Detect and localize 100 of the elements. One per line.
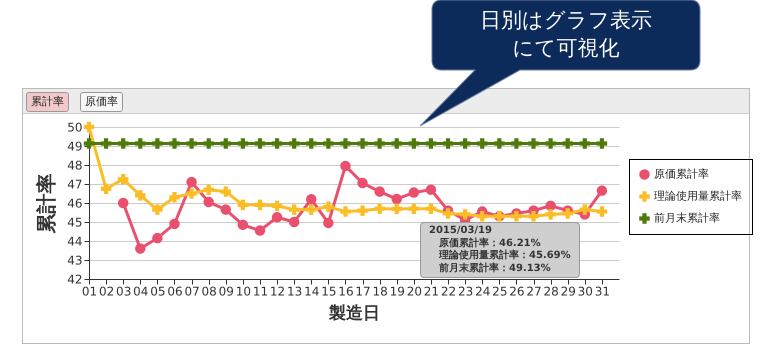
point [442,138,454,149]
x-tick-label: 08 [202,284,217,298]
x-tick-label: 06 [167,284,183,298]
x-tick-label: 24 [475,284,490,298]
x-tick-label: 20 [406,284,422,298]
y-tick-label: 50 [67,120,82,134]
point [288,216,300,228]
x-tick-label: 22 [440,284,456,298]
x-axis-title: 製造日 [328,304,380,324]
point [186,188,197,199]
point [580,204,590,215]
point [135,138,146,149]
text: 累計率 [26,92,69,112]
x-tick-label: 26 [509,284,525,298]
point [220,186,232,197]
x-tick-label: 29 [560,284,576,298]
legend-label: 理論使用量累計率 [654,190,742,202]
point [340,138,351,149]
point [288,204,300,215]
x-tick-label: 25 [492,284,508,298]
x-tick-label: 05 [150,284,166,298]
x-tick-label: 01 [82,284,98,298]
point [511,211,522,222]
x-tick-label: 12 [270,284,286,298]
point [84,122,94,132]
x-tick-label: 21 [424,284,440,298]
annotation: 理論使用量累計率：45.69% [438,250,571,262]
x-tick-label: 10 [236,284,252,298]
point [596,185,608,196]
point [220,204,232,215]
point [323,202,334,212]
x-tick-label: 19 [390,284,405,298]
point [374,186,385,197]
point [238,220,248,230]
point [135,243,146,254]
point [392,138,402,149]
x-tick-label: 28 [543,284,559,298]
point [186,138,197,149]
x-tick-label: 15 [321,284,336,298]
point [511,138,522,149]
point [562,138,573,149]
point [288,138,300,149]
annotation: 前月末累計率：49.13% [438,262,552,275]
y-tick-label: 43 [67,254,82,268]
x-tick-label: 23 [458,284,474,298]
point [323,138,334,149]
point [528,211,539,222]
x-tick-label: 09 [218,284,234,298]
point [357,205,368,216]
point [340,160,351,172]
x-tick-label: 11 [252,284,268,298]
x-tick-label: 27 [526,284,542,298]
point [596,206,608,217]
y-tick-label: 45 [67,216,82,230]
point [238,138,248,149]
point [186,176,197,188]
x-tick-label: 14 [304,284,320,298]
x-tick-label: 30 [578,284,593,298]
point [306,194,316,204]
point [84,138,94,149]
point [152,204,163,215]
annotation: 原価累計率：46.21% [438,238,542,249]
point [169,218,180,230]
point [408,203,420,214]
point [476,138,488,149]
point [203,196,214,208]
point [426,138,436,149]
point [392,194,402,204]
point [545,138,556,149]
point [460,209,470,220]
point [306,138,316,149]
point [152,138,163,149]
point [100,184,112,194]
x-tick-label: 18 [372,284,388,298]
point [494,138,505,149]
point [340,206,351,217]
point [545,209,556,220]
point [306,204,316,215]
point [426,184,436,195]
point [220,138,232,149]
annotation: 2015/03/19 [429,225,493,237]
y-tick-label: 46 [67,196,82,210]
y-tick-label: 47 [67,178,82,192]
legend-label: 前月末累計率 [654,212,720,224]
point [476,211,488,222]
x-tick-label: 13 [287,284,302,298]
point [135,190,146,201]
y-tick-label: 48 [67,158,82,172]
point [460,138,470,149]
point [272,200,282,212]
point [357,138,368,149]
point [254,138,266,149]
point [357,178,368,188]
point [323,218,334,228]
x-tick-label: 03 [116,284,132,298]
x-tick-label: 04 [133,284,148,298]
point [392,204,402,214]
y-tick-label: 49 [67,140,82,154]
point [545,200,556,212]
point [238,200,248,210]
